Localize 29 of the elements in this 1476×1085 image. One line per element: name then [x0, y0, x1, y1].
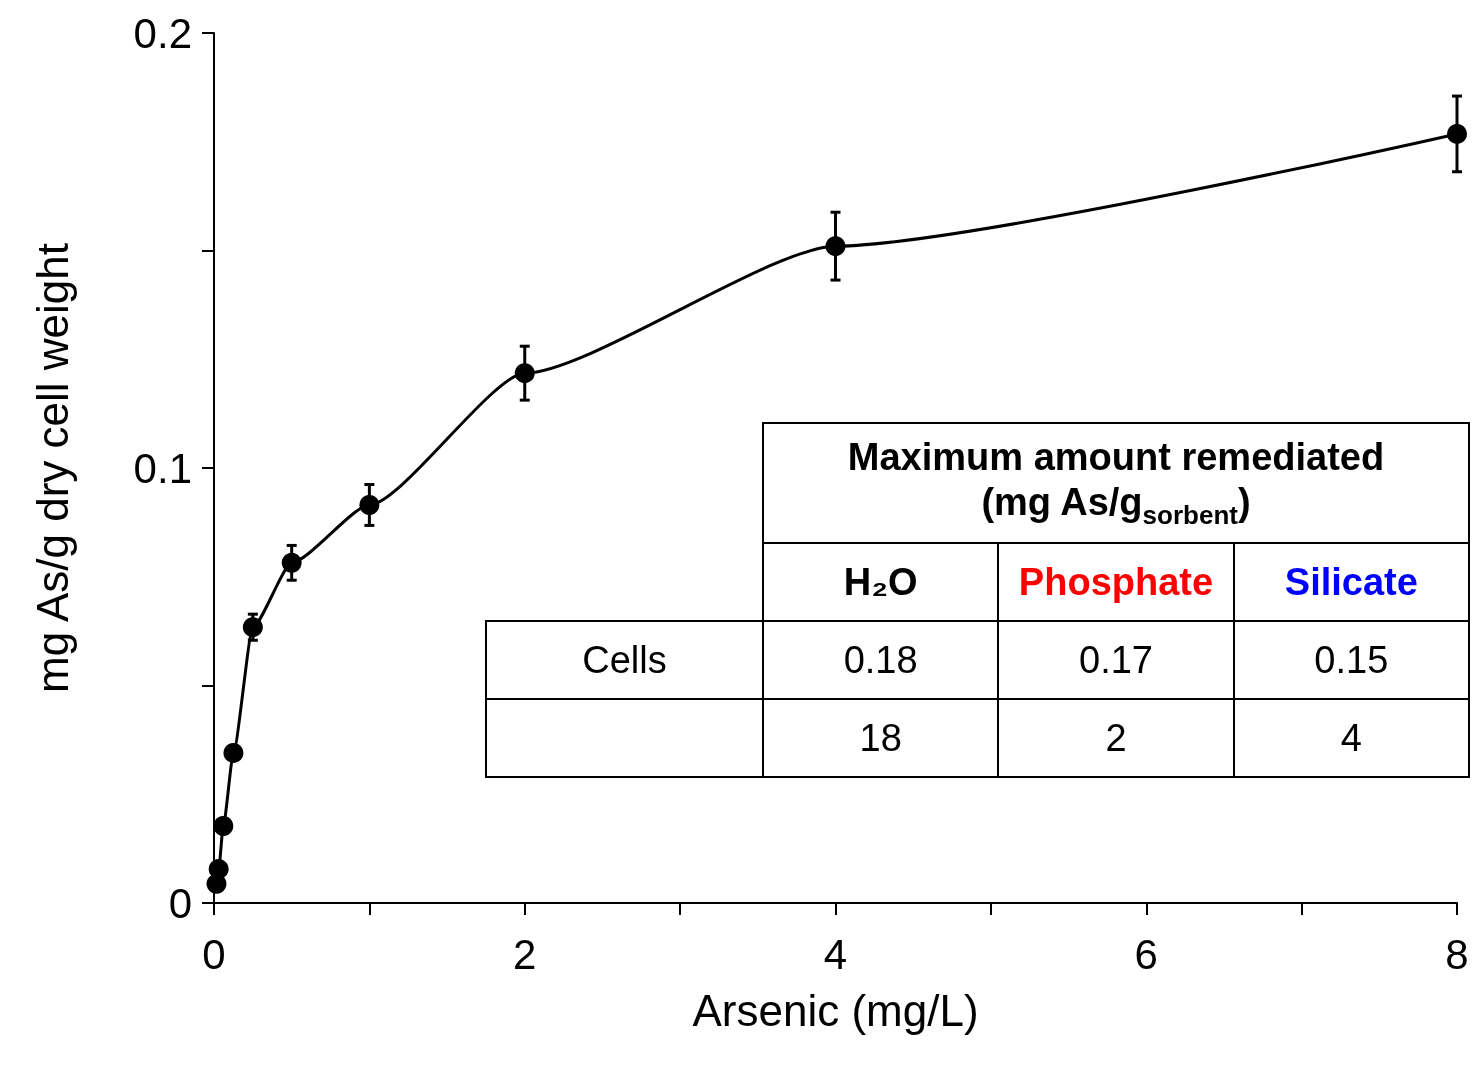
annotation: H₂O — [763, 543, 999, 621]
point — [514, 363, 535, 384]
x-axis-title: Arsenic (mg/L) — [692, 985, 979, 1035]
y-axis-title: mg As/g dry cell weight — [27, 243, 77, 693]
point — [208, 859, 229, 880]
x-tick-label: 4 — [823, 930, 848, 978]
point — [1447, 123, 1467, 144]
annotation: 4 — [1233, 699, 1469, 777]
point — [213, 816, 234, 836]
y-tick-label: 0 — [168, 879, 192, 927]
point — [359, 494, 380, 515]
point — [825, 236, 846, 257]
annotation: Silicate — [1233, 543, 1469, 621]
point — [223, 742, 244, 763]
x-tick-label: 6 — [1134, 930, 1158, 978]
y-tick-label: 0.2 — [133, 9, 192, 57]
annotation: 18 — [763, 699, 999, 777]
point — [281, 552, 302, 573]
annotation: Cells — [486, 621, 763, 699]
x-tick-label: 0 — [202, 930, 226, 978]
annotation: 0.17 — [998, 621, 1234, 699]
x-tick-label: 8 — [1445, 930, 1469, 978]
y-tick-label: 0.1 — [133, 444, 192, 492]
annotation: Maximum amount remediated (mg As/g$_{sorbent}$) — [763, 423, 1469, 543]
annotation: 0.15 — [1233, 621, 1469, 699]
annotation: 0.18 — [763, 621, 999, 699]
annotation: Phosphate — [998, 543, 1234, 621]
annotation: 2 — [998, 699, 1234, 777]
x-tick-label: 2 — [513, 930, 537, 978]
